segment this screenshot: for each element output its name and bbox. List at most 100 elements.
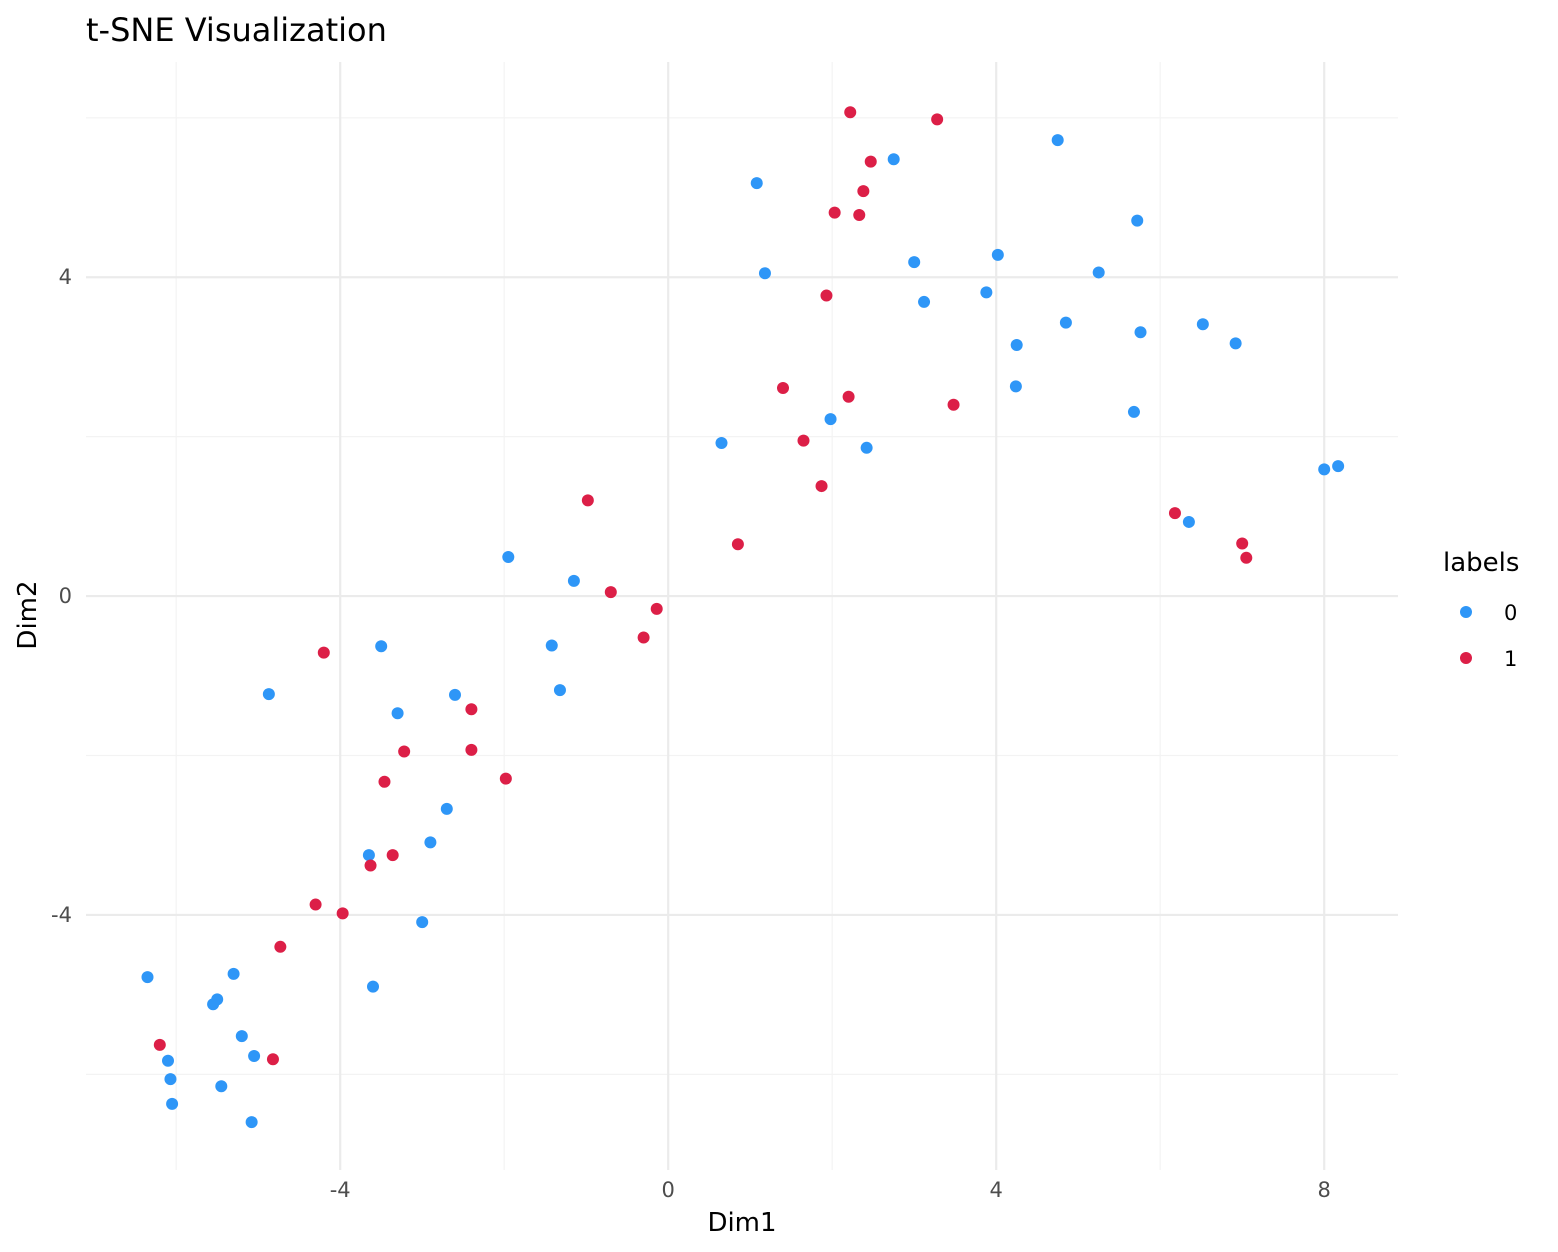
data-point-label-1: [386, 849, 399, 862]
data-point-label-1: [650, 602, 663, 615]
data-point-label-1: [309, 898, 322, 911]
data-point-label-0: [262, 688, 275, 701]
data-point-label-1: [828, 206, 841, 219]
y-axis-ticks: -4 0 4: [51, 265, 72, 927]
data-point-label-0: [545, 639, 558, 652]
data-point-label-0: [211, 993, 224, 1006]
data-point-label-0: [215, 1080, 228, 1093]
data-point-label-0: [824, 413, 837, 426]
x-tick-label: 0: [662, 1178, 675, 1202]
data-point-label-0: [887, 153, 900, 166]
data-point-label-0: [166, 1097, 179, 1110]
data-point-label-0: [860, 441, 873, 454]
data-point-label-1: [731, 538, 744, 551]
data-point-label-0: [424, 836, 437, 849]
data-point-label-0: [391, 707, 404, 720]
data-point-label-1: [844, 106, 857, 119]
data-point-label-0: [362, 849, 375, 862]
data-point-label-0: [162, 1054, 174, 1067]
legend-swatch-0: [1460, 606, 1472, 618]
data-point-label-0: [141, 971, 154, 984]
data-point-label-1: [864, 155, 877, 168]
data-point-label-0: [758, 267, 771, 280]
data-point-label-1: [398, 745, 411, 758]
data-point-label-0: [991, 248, 1004, 261]
data-point-label-0: [715, 437, 728, 450]
plot-grid: [86, 62, 1398, 1170]
data-point-label-0: [164, 1073, 177, 1086]
data-point-label-1: [465, 743, 478, 756]
data-point-label-0: [1229, 337, 1242, 350]
data-point-label-0: [227, 967, 240, 980]
data-point-label-0: [1131, 214, 1144, 227]
data-points: [141, 106, 1345, 1129]
x-tick-label: 4: [990, 1178, 1003, 1202]
x-axis-ticks: -4 0 4 8: [330, 1178, 1331, 1202]
data-point-label-1: [317, 646, 330, 659]
data-point-label-1: [637, 631, 650, 644]
data-point-label-1: [378, 775, 391, 788]
data-point-label-1: [842, 390, 855, 403]
chart-title: t-SNE Visualization: [86, 11, 387, 49]
data-point-label-0: [567, 574, 580, 587]
y-tick-label: 4: [59, 265, 72, 289]
data-point-label-1: [931, 113, 944, 126]
x-tick-label: 8: [1318, 1178, 1331, 1202]
data-point-label-1: [364, 859, 377, 872]
data-point-label-0: [1127, 405, 1140, 418]
data-point-label-0: [1010, 338, 1023, 351]
legend: labels 0 1: [1443, 548, 1519, 671]
data-point-label-1: [820, 289, 833, 302]
y-tick-label: 0: [59, 584, 72, 608]
data-point-label-1: [815, 480, 828, 493]
data-point-label-1: [857, 185, 870, 198]
data-point-label-0: [1009, 380, 1022, 393]
data-point-label-1: [797, 434, 810, 447]
x-tick-label: -4: [330, 1178, 351, 1202]
data-point-label-0: [908, 256, 921, 269]
y-tick-label: -4: [51, 903, 72, 927]
data-point-label-0: [248, 1050, 261, 1063]
data-point-label-0: [502, 551, 515, 564]
data-point-label-1: [1240, 551, 1253, 564]
data-point-label-0: [918, 295, 931, 308]
legend-label-0: 0: [1504, 601, 1517, 625]
legend-swatch-1: [1460, 652, 1472, 664]
data-point-label-1: [1236, 537, 1249, 550]
y-axis-title: Dim2: [13, 580, 43, 649]
legend-title: labels: [1443, 548, 1519, 578]
data-point-label-0: [1059, 316, 1072, 329]
data-point-label-1: [153, 1038, 166, 1051]
data-point-label-0: [449, 688, 461, 701]
data-point-label-0: [980, 286, 993, 299]
data-point-label-0: [553, 684, 566, 697]
data-point-label-0: [1332, 460, 1345, 473]
data-point-label-0: [1182, 515, 1195, 528]
data-point-label-1: [499, 772, 512, 785]
data-point-label-0: [1092, 266, 1105, 279]
data-point-label-0: [375, 640, 388, 653]
data-point-label-1: [274, 940, 287, 953]
data-point-label-0: [1318, 463, 1331, 476]
legend-label-1: 1: [1504, 647, 1517, 671]
data-point-label-0: [416, 916, 429, 929]
data-point-label-1: [581, 494, 594, 507]
data-point-label-0: [235, 1030, 248, 1043]
data-point-label-1: [336, 907, 349, 920]
data-point-label-1: [266, 1053, 279, 1066]
data-point-label-1: [604, 586, 617, 599]
data-point-label-0: [440, 802, 453, 815]
data-point-label-1: [947, 398, 960, 411]
data-point-label-0: [750, 177, 763, 190]
data-point-label-1: [465, 703, 478, 716]
data-point-label-0: [1134, 326, 1147, 339]
data-point-label-0: [245, 1116, 258, 1129]
data-point-label-0: [1196, 318, 1209, 331]
data-point-label-0: [1051, 134, 1064, 147]
data-point-label-1: [853, 209, 866, 222]
data-point-label-1: [777, 382, 789, 395]
data-point-label-1: [1168, 507, 1181, 520]
x-axis-title: Dim1: [707, 1208, 776, 1238]
data-point-label-0: [367, 980, 379, 993]
